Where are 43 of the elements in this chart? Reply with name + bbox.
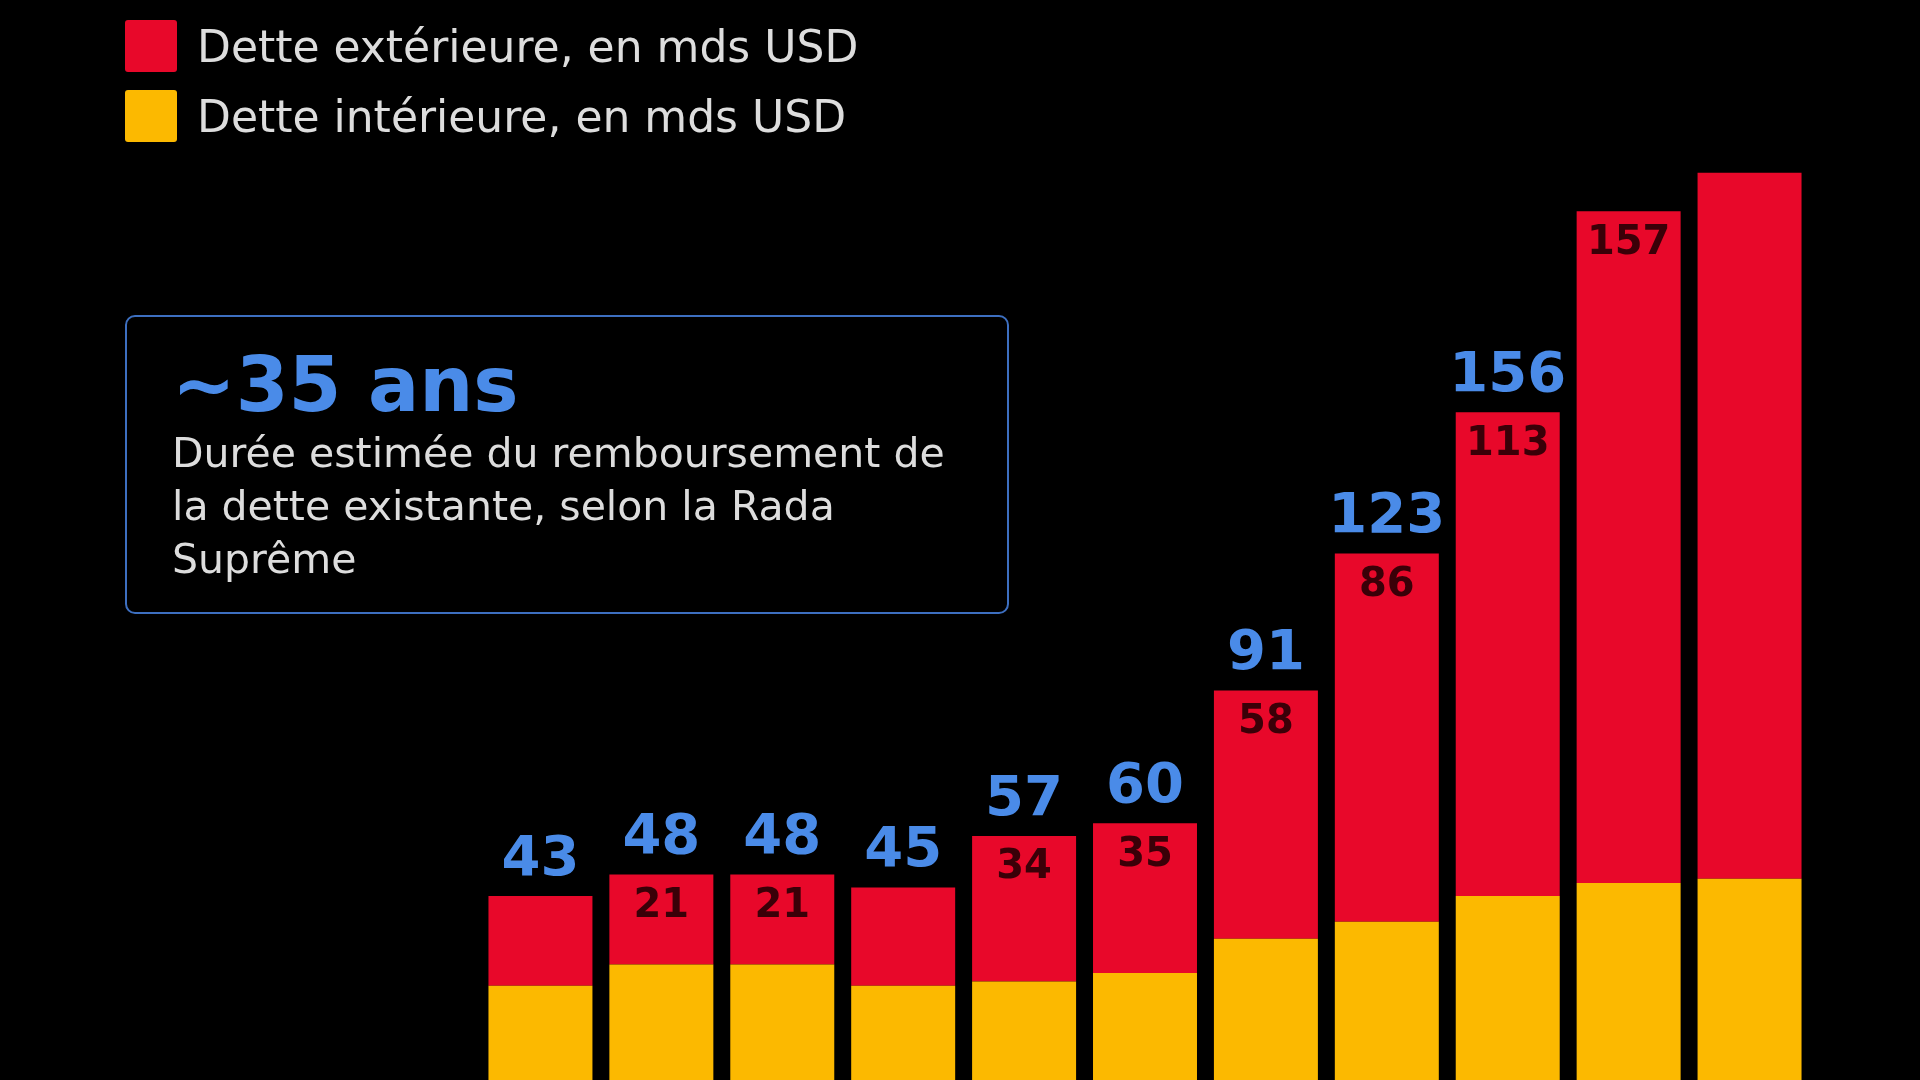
data-label: 58	[1238, 695, 1294, 742]
bar	[1093, 973, 1197, 1080]
bar	[851, 985, 956, 1080]
bar	[851, 887, 956, 986]
data-label: 21	[633, 879, 690, 926]
data-label: 34	[996, 841, 1052, 888]
bar	[1697, 172, 1802, 879]
bar	[1697, 878, 1802, 1080]
bar	[1576, 211, 1681, 884]
bar	[1213, 938, 1318, 1080]
data-label: 113	[1465, 417, 1550, 464]
total-label: 45	[864, 813, 943, 879]
bar	[730, 874, 835, 965]
total-label: 48	[622, 801, 701, 867]
bar	[488, 895, 593, 986]
total-label: 48	[743, 801, 822, 867]
total-label: 156	[1449, 338, 1567, 404]
bar	[609, 964, 714, 1080]
bar	[730, 964, 835, 1080]
total-label: 91	[1226, 617, 1305, 683]
bar	[972, 836, 1077, 982]
legend-label: Dette extérieure, en mds USD	[197, 20, 859, 72]
bar	[488, 985, 593, 1080]
legend-label: Dette intérieure, en mds USD	[197, 90, 847, 142]
bar	[1334, 553, 1439, 922]
bar	[1334, 921, 1439, 1080]
total-label: 43	[501, 822, 580, 888]
total-label: 60	[1106, 749, 1184, 815]
bar	[1093, 823, 1197, 973]
bar	[1455, 412, 1560, 896]
data-label: 86	[1358, 558, 1415, 605]
bar	[609, 874, 714, 965]
data-label: 21	[754, 879, 811, 926]
bar	[1576, 883, 1681, 1080]
bar	[972, 981, 1077, 1080]
data-label: 157	[1586, 216, 1671, 263]
data-label: 35	[1117, 828, 1173, 875]
annotation: Durée estimée du remboursement de la dette existante, selon la Rada Suprême	[172, 427, 946, 586]
bar	[1213, 690, 1318, 939]
total-label: 57	[985, 762, 1064, 828]
bar	[1455, 895, 1560, 1080]
annotation: ~35 ans	[172, 340, 520, 429]
total-label: 123	[1328, 480, 1446, 546]
